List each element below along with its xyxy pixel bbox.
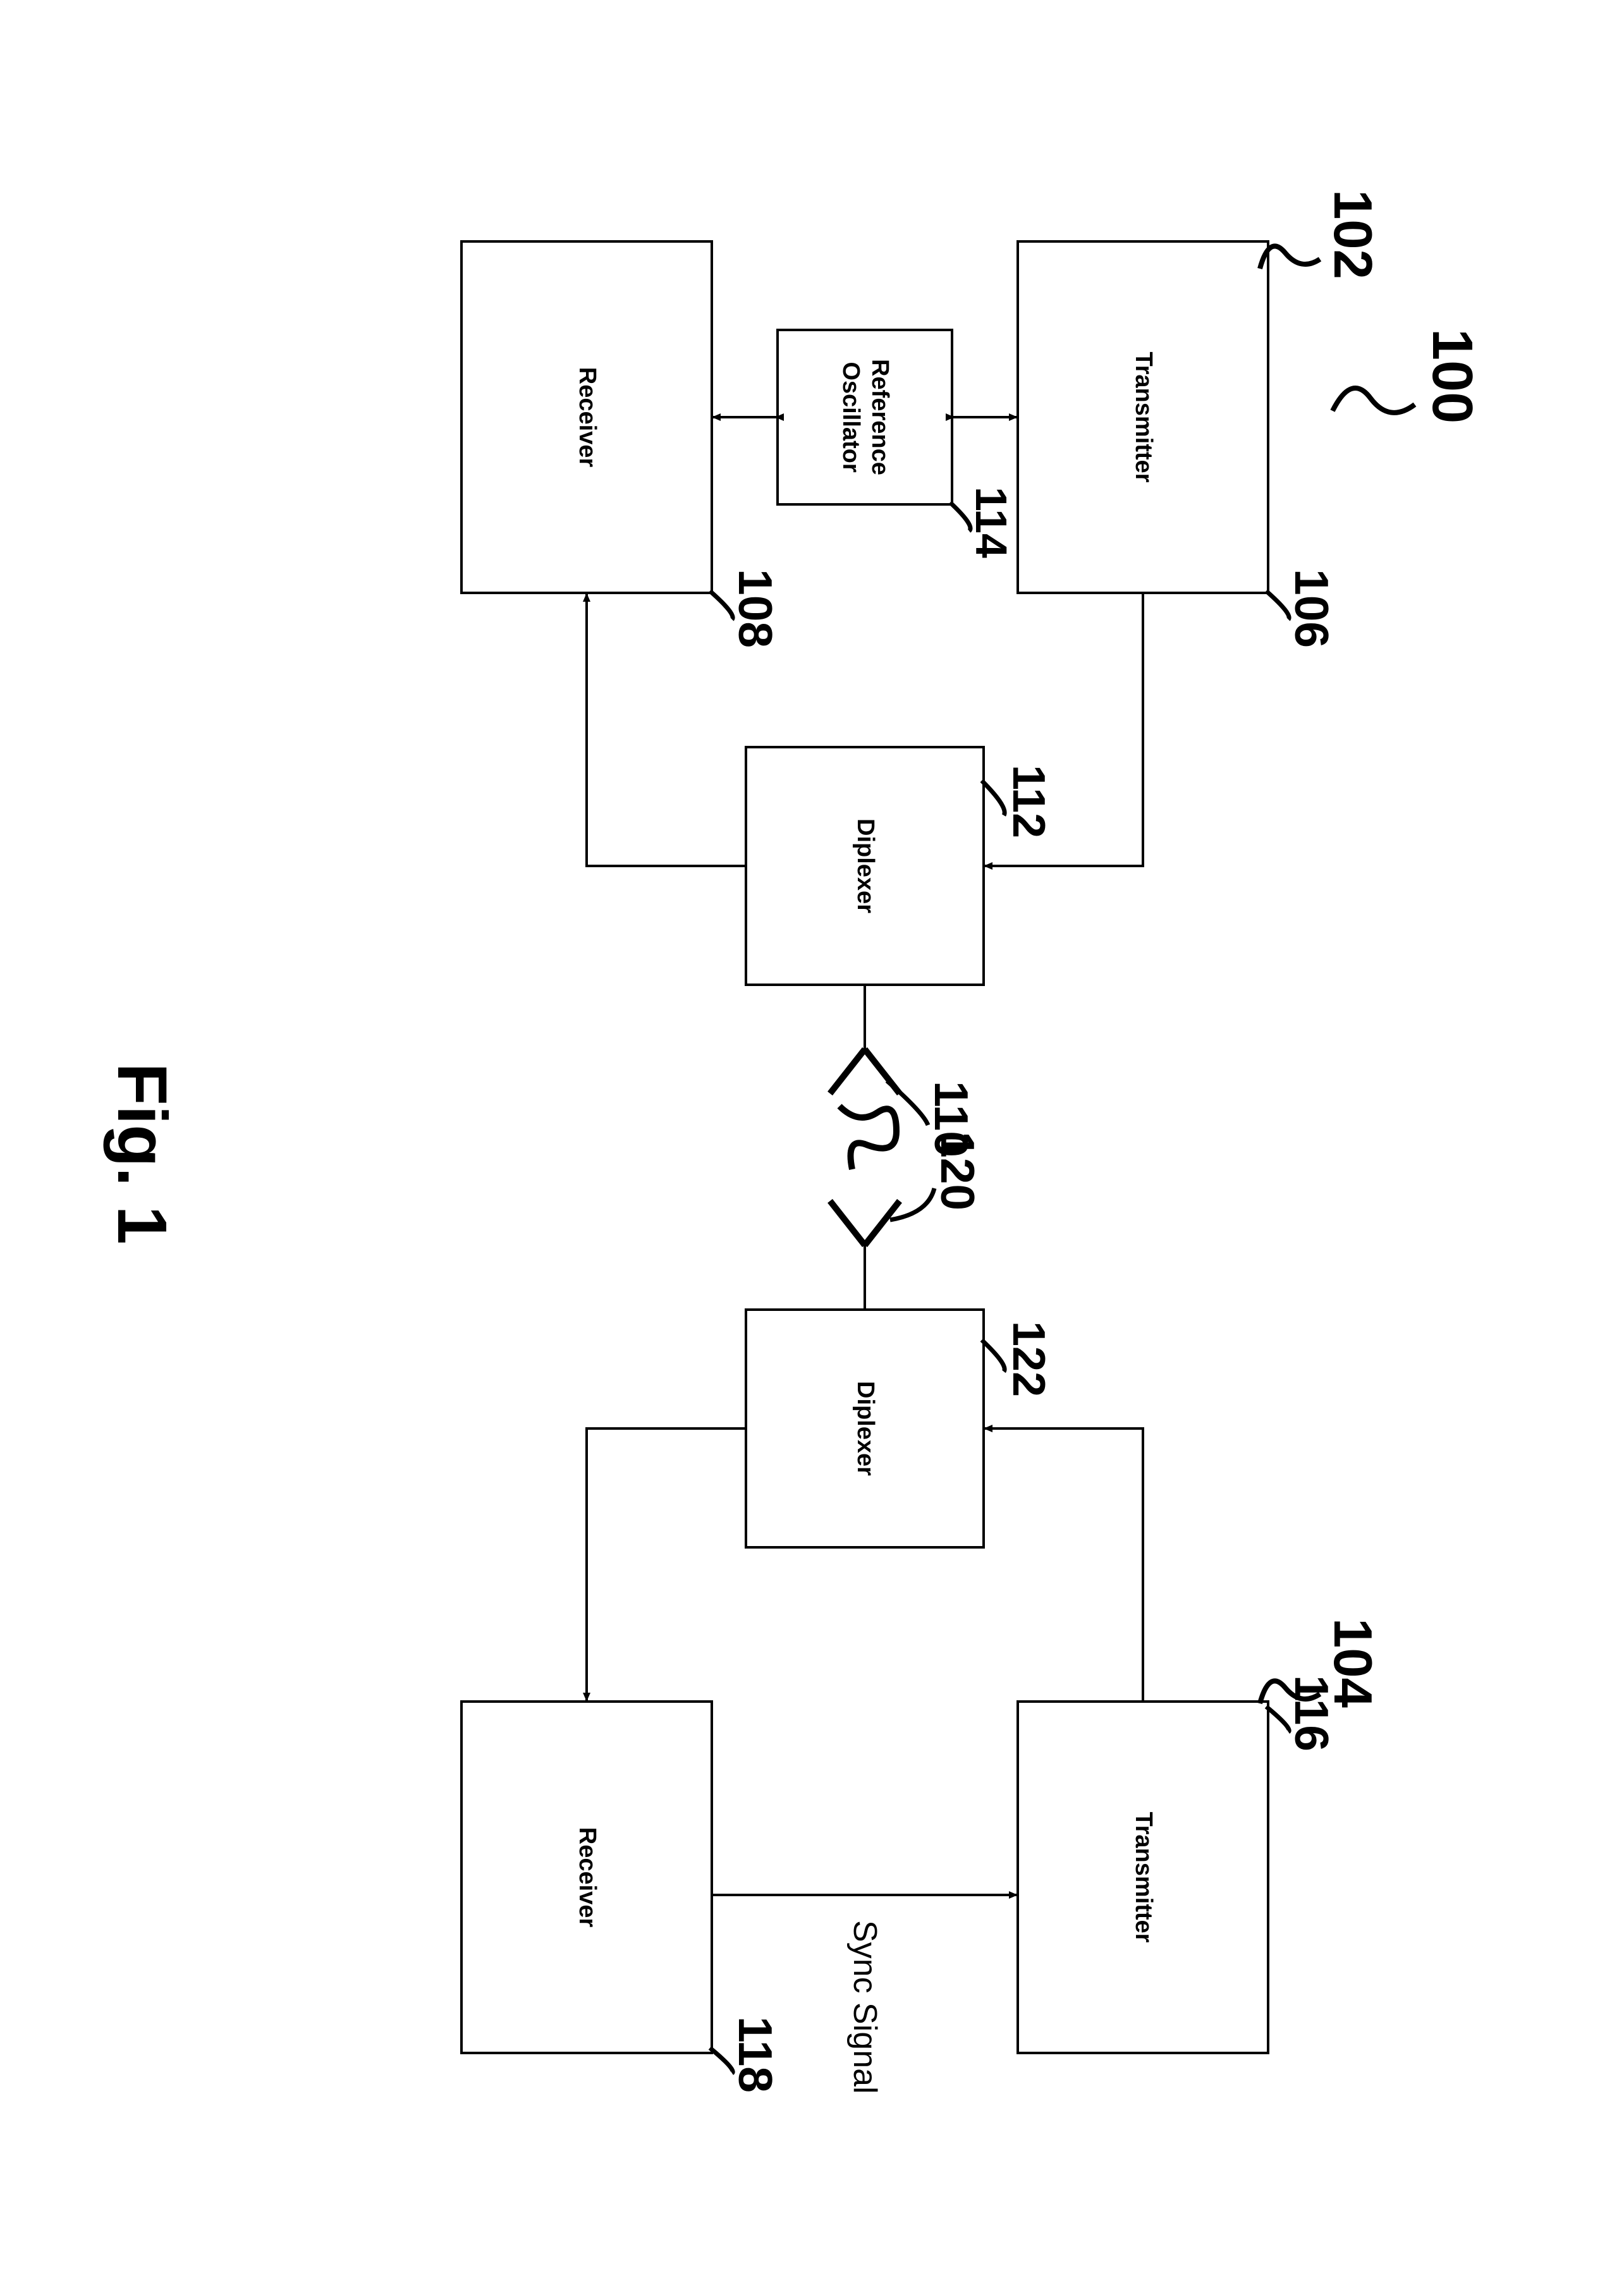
sync-signal-label: Sync Signal [846, 1920, 884, 2094]
leader-100 [1333, 388, 1415, 413]
transmitter-right-box: Transmitter [1017, 1700, 1269, 2054]
ref-106: 106 [1285, 569, 1339, 648]
arrow-tx-to-diplexer-right [985, 1428, 1143, 1700]
ref-118: 118 [728, 2016, 783, 2093]
leader-curve [982, 781, 1004, 815]
ref-102: 102 [1321, 190, 1383, 279]
ref-120: 120 [931, 1131, 985, 1210]
receiver-right-box: Receiver [460, 1700, 713, 2054]
diplexer-right-box: Diplexer [745, 1308, 985, 1549]
arrow-diplexer-to-rx-left [587, 594, 745, 866]
antenna-right-icon [830, 1201, 900, 1245]
antenna-left-icon [830, 1049, 900, 1093]
diplexer-left-box: Diplexer [745, 746, 985, 986]
figure-label: Fig. 1 [102, 1063, 182, 1245]
ref-116: 116 [1285, 1675, 1339, 1751]
ref-114: 114 [966, 487, 1017, 558]
rf-squiggle-left [839, 1106, 896, 1169]
leader-curve [887, 1081, 928, 1125]
leader-curve [982, 1340, 1004, 1372]
ref-122: 122 [1003, 1321, 1054, 1397]
leader-curve [890, 1188, 934, 1220]
ref-112: 112 [1003, 765, 1054, 838]
transmitter-left-box: Transmitter [1017, 240, 1269, 594]
arrow-diplexer-to-rx-right [587, 1428, 745, 1700]
ref-oscillator-box: ReferenceOscillator [776, 329, 953, 506]
ref-100: 100 [1419, 329, 1484, 423]
ref-108: 108 [728, 569, 783, 648]
receiver-left-box: Receiver [460, 240, 713, 594]
